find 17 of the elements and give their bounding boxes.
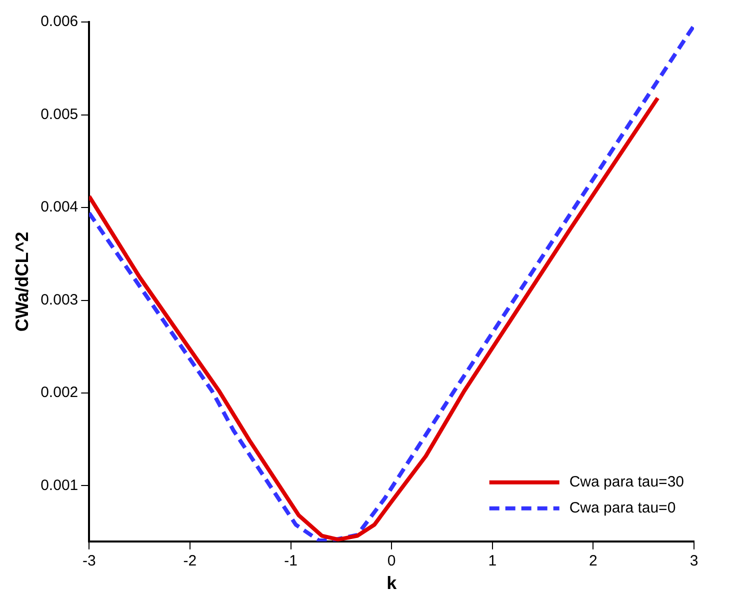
legend-label: Cwa para tau=0 bbox=[569, 500, 676, 517]
y-tick-label: 0.003 bbox=[40, 291, 78, 308]
legend-label: Cwa para tau=30 bbox=[569, 474, 684, 491]
y-tick-label: 0.005 bbox=[40, 106, 78, 123]
y-tick-label: 0.001 bbox=[40, 476, 78, 494]
x-tick-label: 1 bbox=[488, 552, 497, 570]
x-tick-label: 3 bbox=[690, 552, 698, 570]
y-axis-title: CWa/dCL^2 bbox=[12, 232, 32, 332]
x-tick-label: 2 bbox=[589, 552, 598, 570]
x-tick-label: -1 bbox=[284, 552, 298, 570]
y-tick-label: 0.004 bbox=[40, 198, 78, 216]
x-tick-label: -2 bbox=[183, 552, 197, 570]
y-tick-label: 0.006 bbox=[40, 13, 78, 30]
x-axis-title: k bbox=[386, 573, 398, 594]
x-tick-label: 0 bbox=[387, 552, 396, 570]
x-tick-label: -3 bbox=[82, 552, 96, 570]
y-tick-label: 0.002 bbox=[40, 384, 78, 402]
